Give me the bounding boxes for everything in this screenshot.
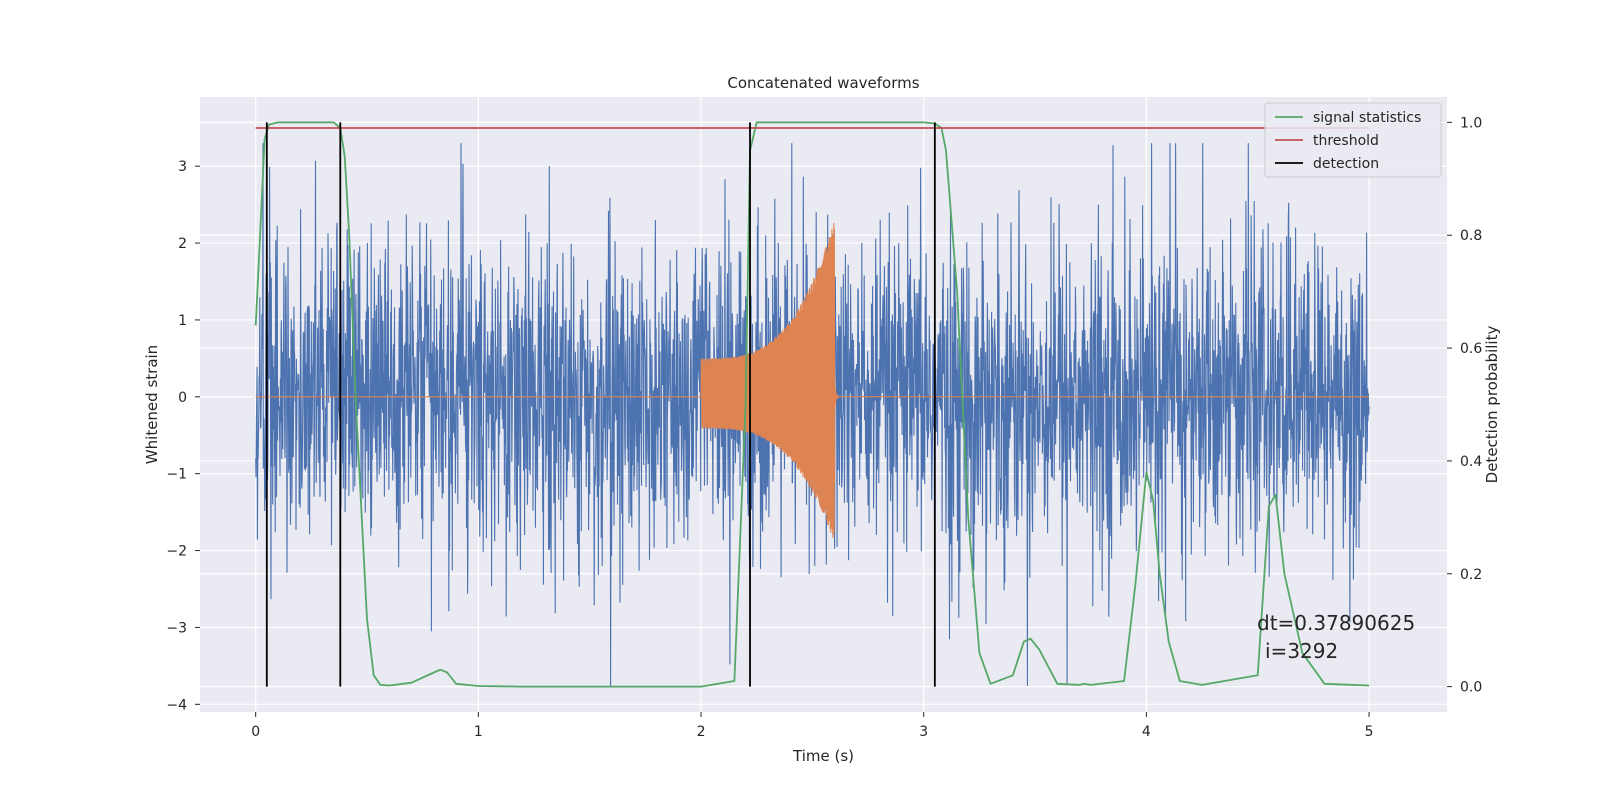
- x-tick-label: 1: [474, 724, 483, 740]
- y2-tick-label: 0.8: [1460, 228, 1482, 244]
- y-tick-label: −1: [166, 467, 187, 483]
- y-tick-label: 3: [178, 159, 187, 175]
- x-tick-label: 0: [251, 724, 260, 740]
- y-tick-label: 2: [178, 236, 187, 252]
- legend-label-detection: detection: [1313, 156, 1379, 172]
- x-axis-label: Time (s): [792, 747, 854, 765]
- y-tick-label: 1: [178, 313, 187, 329]
- x-tick-label: 4: [1142, 724, 1151, 740]
- chart-title: Concatenated waveforms: [727, 74, 919, 92]
- x-tick-label: 3: [919, 724, 928, 740]
- y-tick-label: 0: [178, 390, 187, 406]
- x-tick-label: 5: [1365, 724, 1374, 740]
- y2-tick-label: 0.2: [1460, 567, 1482, 583]
- y2-tick-label: 1.0: [1460, 115, 1482, 131]
- y2-tick-label: 0.6: [1460, 341, 1482, 357]
- y2-tick-label: 0.0: [1460, 680, 1482, 696]
- template-trace: [255, 222, 1370, 538]
- legend: signal statistics threshold detection: [1264, 102, 1442, 178]
- legend-box: [1264, 102, 1442, 178]
- annotation-dt: dt=0.37890625: [1257, 611, 1415, 635]
- series-template: [255, 222, 1370, 538]
- y-tick-label: −2: [166, 544, 187, 560]
- annotation-index: i=3292: [1265, 639, 1338, 663]
- y2-tick-label: 0.4: [1460, 454, 1482, 470]
- legend-label-signal: signal statistics: [1313, 110, 1421, 126]
- y2-axis-label: Detection probability: [1483, 326, 1501, 484]
- y-tick-label: −3: [166, 620, 187, 636]
- y-axis-label: Whitened strain: [143, 345, 161, 464]
- series-detection: [265, 122, 936, 687]
- y-tick-label: −4: [166, 697, 187, 713]
- legend-label-threshold: threshold: [1313, 133, 1379, 149]
- x-tick-label: 2: [697, 724, 706, 740]
- series-signal-statistics: [254, 121, 1370, 688]
- axis-ticks: 0 1 2 3 4 5 −4 −3 −2 −1 0 1 2 3 0.0 0.2 0.4 0.6 0.8 1.0: [166, 115, 1482, 740]
